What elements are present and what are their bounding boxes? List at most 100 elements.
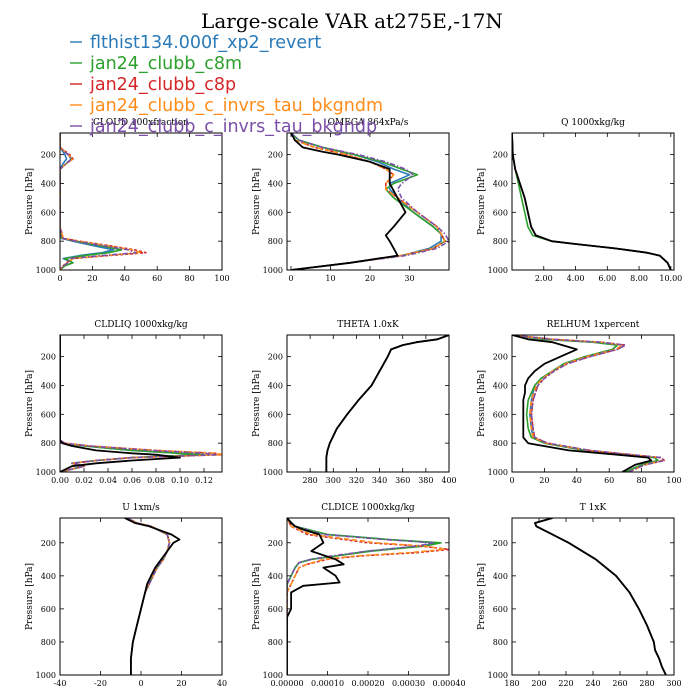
- y-tick-label: 200: [493, 353, 508, 362]
- x-tick-label: 360: [395, 476, 410, 485]
- x-tick-label: 100: [214, 274, 229, 283]
- y-tick-label: 1000: [488, 671, 508, 680]
- series-line-6: [290, 133, 407, 270]
- series-line-3: [290, 133, 446, 270]
- panel-title: U 1xm/s: [122, 503, 160, 513]
- x-tick-label: 0.04: [99, 476, 117, 485]
- y-tick-label: 800: [493, 439, 508, 448]
- y-tick-label: 200: [268, 151, 283, 160]
- y-tick-label: 400: [268, 179, 283, 188]
- y-tick-label: 800: [41, 638, 56, 647]
- x-tick-label: 200: [531, 679, 546, 688]
- y-tick-label: 200: [493, 539, 508, 548]
- plot-frame: [511, 517, 675, 676]
- legend-item-2: jan24_clubb_c8m: [70, 54, 242, 74]
- y-tick-label: 1000: [36, 468, 56, 477]
- series-group: [290, 133, 449, 270]
- series-line-5: [60, 133, 137, 270]
- panel-title: THETA 1.0xK: [337, 320, 399, 330]
- x-tick-label: 60: [152, 274, 162, 283]
- x-tick-label: 400: [441, 476, 456, 485]
- panel-3: 200 400 600 800 1000 2.00 4.00 6.00 8.00 10.00 Q 1…: [477, 118, 682, 283]
- y-tick-label: 1000: [36, 671, 56, 680]
- x-tick-label: 240: [585, 679, 600, 688]
- y-tick-label: 400: [493, 572, 508, 581]
- x-tick-label: 280: [303, 476, 318, 485]
- x-tick-label: 0.00010: [311, 679, 344, 688]
- x-tick-label: 300: [326, 476, 341, 485]
- x-tick-label: 2.00: [535, 274, 553, 283]
- x-tick-label: 300: [666, 679, 681, 688]
- x-tick-label: 40: [120, 274, 130, 283]
- y-axis-label: Pressure [hPa]: [477, 370, 487, 437]
- series-line-1: [290, 133, 442, 270]
- y-axis-label: Pressure [hPa]: [252, 563, 262, 630]
- x-tick-label: 10.00: [659, 274, 682, 283]
- legend-item-3: jan24_clubb_c8p: [70, 75, 236, 95]
- series-line-6: [512, 133, 672, 270]
- panel-title: OMEGA 864xPa/s: [328, 118, 409, 128]
- y-tick-label: 1000: [263, 468, 283, 477]
- x-tick-label: 0.06: [123, 476, 141, 485]
- plot-frame: [286, 334, 450, 473]
- series-line-5: [290, 133, 449, 270]
- series-line-5: [287, 518, 434, 675]
- series-group: [534, 518, 667, 675]
- y-tick-label: 600: [41, 605, 56, 614]
- series-line-2: [512, 133, 672, 270]
- series-line-6: [325, 335, 449, 472]
- y-tick-label: 400: [493, 381, 508, 390]
- x-tick-label: 60: [604, 476, 614, 485]
- x-tick-label: 260: [612, 679, 627, 688]
- y-tick-label: 400: [41, 381, 56, 390]
- x-tick-label: 340: [372, 476, 387, 485]
- y-tick-label: 800: [493, 638, 508, 647]
- series-group: [287, 518, 449, 675]
- panel-title: CLDICE 1000xkg/kg: [321, 503, 415, 513]
- y-axis-label: Pressure [hPa]: [252, 370, 262, 437]
- y-tick-label: 800: [268, 638, 283, 647]
- series-group: [512, 335, 666, 472]
- x-tick-label: 40: [572, 476, 582, 485]
- y-tick-label: 1000: [263, 266, 283, 275]
- series-line-4: [290, 133, 446, 270]
- x-tick-label: 220: [558, 679, 573, 688]
- y-axis-label: Pressure [hPa]: [252, 168, 262, 235]
- x-tick-label: 0.12: [195, 476, 213, 485]
- series-line-5: [512, 335, 666, 472]
- y-tick-label: 600: [268, 410, 283, 419]
- y-tick-label: 600: [493, 605, 508, 614]
- x-tick-label: 10: [325, 274, 335, 283]
- legend-label: jan24_clubb_c8p: [89, 75, 236, 95]
- y-tick-label: 800: [268, 439, 283, 448]
- series-line-5: [512, 133, 672, 270]
- series-line-2: [290, 133, 446, 270]
- y-tick-label: 400: [268, 572, 283, 581]
- legend-item-5: jan24_clubb_c_invrs_tau_bkgndp: [70, 117, 377, 137]
- x-tick-label: -20: [94, 679, 107, 688]
- series-line-3: [512, 133, 672, 270]
- figure-title: Large-scale VAR at275E,-17N: [201, 9, 503, 33]
- y-tick-label: 200: [268, 353, 283, 362]
- x-tick-label: 80: [637, 476, 647, 485]
- legend-label: jan24_clubb_c8m: [89, 54, 242, 74]
- x-tick-label: 180: [504, 679, 519, 688]
- x-tick-label: 0.02: [75, 476, 93, 485]
- series-line-5: [534, 518, 667, 675]
- series-line-1: [512, 133, 672, 270]
- panel-title: CLDLIQ 1000xkg/kg: [94, 320, 188, 330]
- x-tick-label: 320: [349, 476, 364, 485]
- x-tick-label: 20: [87, 274, 97, 283]
- x-tick-label: 80: [185, 274, 195, 283]
- series-group: [124, 518, 181, 675]
- y-tick-label: 800: [268, 237, 283, 246]
- series-line-3: [534, 518, 667, 675]
- x-tick-label: 280: [639, 679, 654, 688]
- y-axis-label: Pressure [hPa]: [25, 370, 35, 437]
- plot-frame: [59, 517, 223, 676]
- x-tick-label: 0.00000: [270, 679, 303, 688]
